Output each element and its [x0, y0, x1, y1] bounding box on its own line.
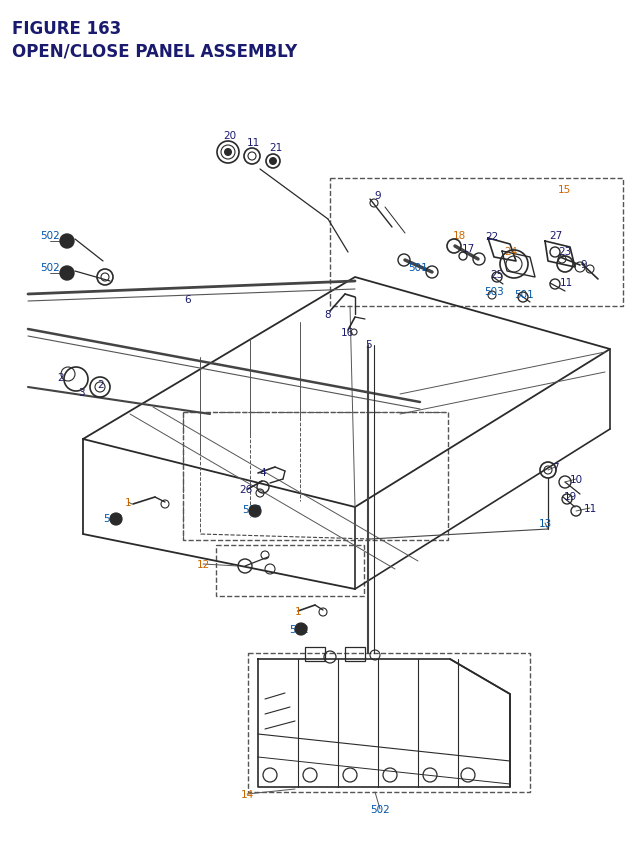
- Text: 26: 26: [239, 485, 253, 494]
- Text: 8: 8: [324, 310, 332, 319]
- Text: 9: 9: [580, 260, 588, 269]
- Text: 4: 4: [260, 468, 266, 478]
- Text: 21: 21: [269, 143, 283, 152]
- Text: 1: 1: [294, 606, 301, 616]
- Text: 22: 22: [485, 232, 499, 242]
- Text: 25: 25: [490, 269, 504, 280]
- Circle shape: [249, 505, 261, 517]
- Text: FIGURE 163: FIGURE 163: [12, 20, 121, 38]
- Text: 18: 18: [452, 231, 466, 241]
- Text: 14: 14: [241, 789, 253, 799]
- Circle shape: [60, 267, 74, 281]
- Text: 11: 11: [559, 278, 573, 288]
- Text: OPEN/CLOSE PANEL ASSEMBLY: OPEN/CLOSE PANEL ASSEMBLY: [12, 42, 297, 60]
- Text: 10: 10: [570, 474, 582, 485]
- Text: 5: 5: [365, 339, 371, 350]
- Text: 3: 3: [77, 387, 84, 398]
- Text: 501: 501: [514, 289, 534, 300]
- Text: 27: 27: [549, 231, 563, 241]
- Bar: [183, 412, 448, 541]
- Circle shape: [110, 513, 122, 525]
- Text: 502: 502: [289, 624, 309, 635]
- Text: 502: 502: [40, 263, 60, 273]
- Text: 502: 502: [242, 505, 262, 514]
- Text: 502: 502: [370, 804, 390, 814]
- Bar: [330, 179, 623, 307]
- Circle shape: [295, 623, 307, 635]
- Bar: [345, 647, 365, 661]
- Text: 17: 17: [461, 244, 475, 254]
- Text: 23: 23: [558, 247, 572, 257]
- Text: 501: 501: [408, 263, 428, 273]
- Bar: [216, 545, 364, 597]
- Bar: [305, 647, 325, 661]
- Text: 7: 7: [552, 462, 558, 473]
- Circle shape: [269, 158, 277, 166]
- Circle shape: [224, 149, 232, 157]
- Text: 16: 16: [340, 328, 354, 338]
- Text: 6: 6: [185, 294, 191, 305]
- Text: 502: 502: [103, 513, 123, 523]
- Text: 503: 503: [484, 287, 504, 297]
- Text: 11: 11: [584, 504, 596, 513]
- Text: 1: 1: [125, 498, 131, 507]
- Text: 2: 2: [58, 373, 64, 382]
- Text: 20: 20: [223, 131, 237, 141]
- Text: 502: 502: [40, 231, 60, 241]
- Text: 13: 13: [538, 518, 552, 529]
- Bar: [248, 653, 530, 792]
- Text: 2: 2: [98, 380, 104, 389]
- Text: 11: 11: [246, 138, 260, 148]
- Text: 19: 19: [563, 492, 577, 501]
- Circle shape: [60, 235, 74, 249]
- Text: 15: 15: [557, 185, 571, 195]
- Text: 24: 24: [504, 247, 518, 257]
- Text: 12: 12: [196, 560, 210, 569]
- Text: 9: 9: [374, 191, 381, 201]
